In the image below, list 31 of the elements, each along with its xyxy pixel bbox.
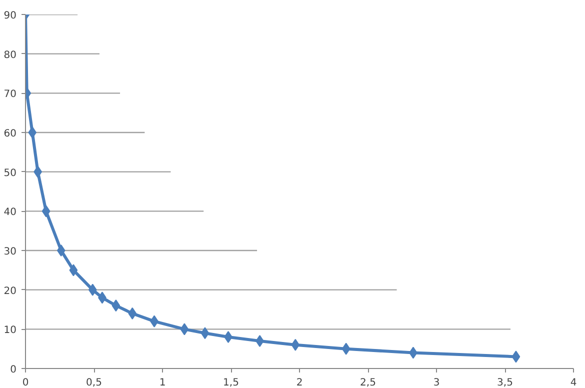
y-tick-label: 40 bbox=[4, 207, 17, 218]
point bbox=[88, 284, 97, 296]
point bbox=[112, 300, 120, 312]
y-tick-label: 70 bbox=[4, 89, 17, 100]
x-tick-label: 3 bbox=[433, 378, 440, 388]
point bbox=[342, 342, 350, 355]
x-tick-label: 2,5 bbox=[360, 378, 376, 388]
y-tick-label: 90 bbox=[4, 10, 17, 22]
y-tick-label: 20 bbox=[4, 286, 17, 297]
point bbox=[28, 126, 37, 138]
y-tick-label: 0 bbox=[10, 364, 17, 376]
x-tick-label: 1 bbox=[159, 378, 166, 388]
point bbox=[512, 350, 520, 363]
point bbox=[180, 323, 189, 336]
x-tick-label: 0,5 bbox=[86, 378, 102, 388]
x-tick-label: 4 bbox=[570, 378, 577, 388]
point bbox=[291, 338, 300, 351]
y-tick-label: 30 bbox=[4, 246, 17, 258]
point bbox=[56, 244, 66, 256]
y-tick-label: 60 bbox=[4, 128, 17, 140]
point bbox=[128, 307, 137, 320]
point bbox=[200, 327, 210, 340]
point bbox=[69, 264, 78, 276]
y-tick-label: 50 bbox=[4, 168, 17, 179]
y-tick-label: 10 bbox=[4, 325, 17, 336]
x-tick-label: 1,5 bbox=[223, 378, 239, 388]
x-tick-label: 0 bbox=[22, 378, 29, 388]
x-tick-label: 3,5 bbox=[497, 378, 513, 388]
point bbox=[42, 205, 50, 218]
y-tick-label: 80 bbox=[4, 50, 17, 61]
x-tick-label: 2 bbox=[296, 378, 303, 388]
